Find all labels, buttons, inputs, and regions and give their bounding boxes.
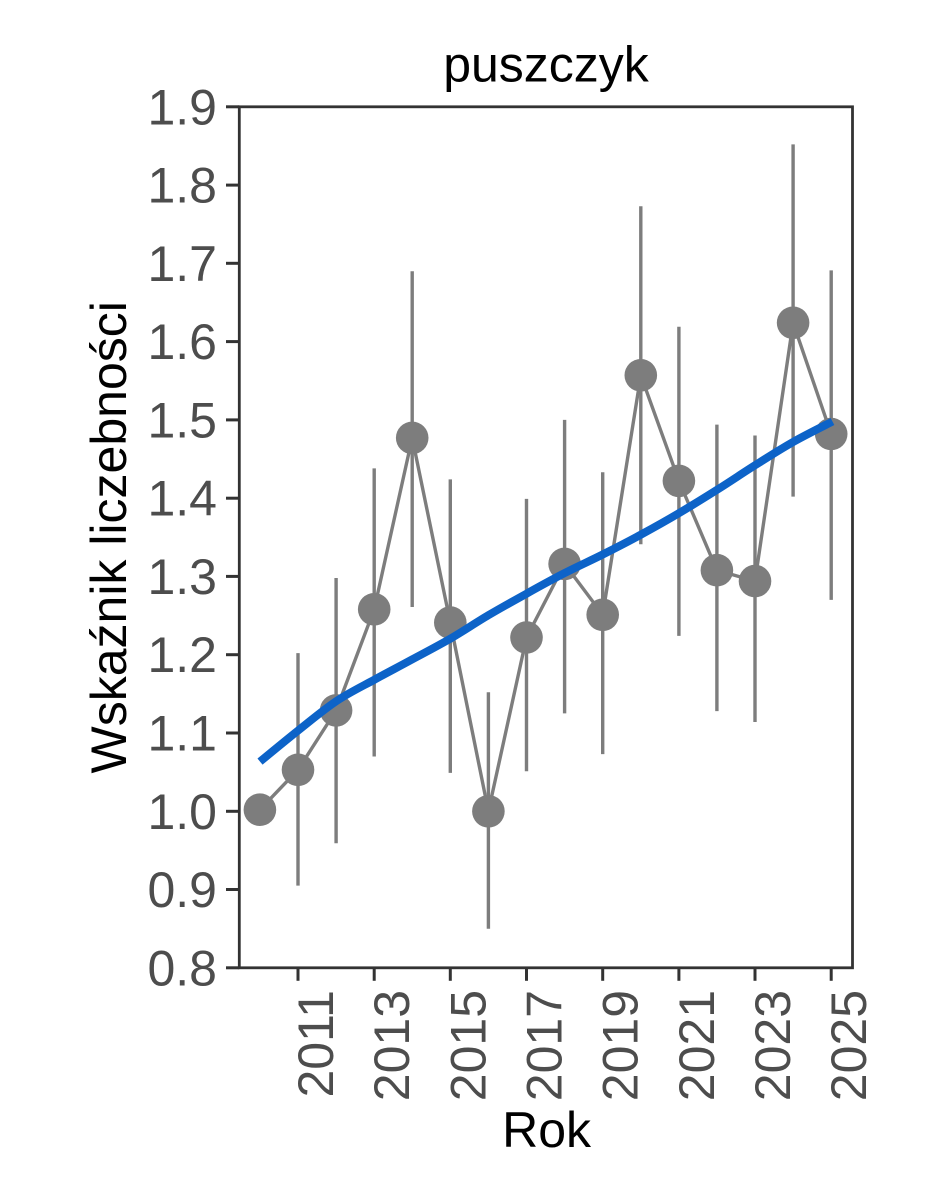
svg-text:2017: 2017 <box>517 990 573 1101</box>
svg-text:1.1: 1.1 <box>147 706 217 762</box>
svg-text:2019: 2019 <box>593 990 649 1101</box>
svg-text:Rok: Rok <box>502 1102 592 1158</box>
svg-text:2025: 2025 <box>821 990 877 1101</box>
svg-text:1.0: 1.0 <box>147 784 217 840</box>
svg-text:2023: 2023 <box>745 990 801 1101</box>
svg-text:1.7: 1.7 <box>147 236 217 292</box>
svg-text:0.8: 0.8 <box>147 940 217 996</box>
svg-text:2021: 2021 <box>669 990 725 1101</box>
svg-text:1.3: 1.3 <box>147 549 217 605</box>
svg-text:2013: 2013 <box>364 990 420 1101</box>
svg-text:puszczyk: puszczyk <box>443 36 650 92</box>
svg-text:1.8: 1.8 <box>147 158 217 214</box>
svg-text:1.9: 1.9 <box>147 79 217 135</box>
svg-text:1.2: 1.2 <box>147 627 217 683</box>
svg-text:2015: 2015 <box>440 990 496 1101</box>
svg-text:0.9: 0.9 <box>147 862 217 918</box>
svg-text:1.6: 1.6 <box>147 314 217 370</box>
svg-text:2011: 2011 <box>288 990 344 1098</box>
svg-text:1.5: 1.5 <box>147 392 217 448</box>
svg-text:Wskaźnik liczebności: Wskaźnik liczebności <box>81 301 137 773</box>
svg-text:1.4: 1.4 <box>147 471 217 527</box>
